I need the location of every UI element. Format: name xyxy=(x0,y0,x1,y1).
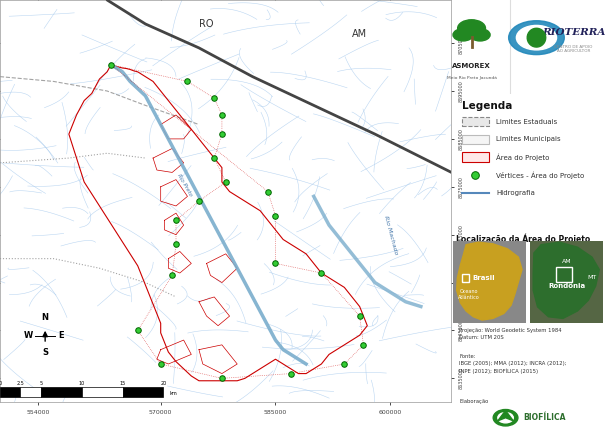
Bar xyxy=(462,152,488,162)
Text: Localização da Área do Projeto: Localização da Área do Projeto xyxy=(456,234,590,244)
Circle shape xyxy=(508,21,564,55)
Text: N: N xyxy=(42,313,48,322)
Text: Hidrografia: Hidrografia xyxy=(496,190,535,196)
Text: Rio Machado: Rio Machado xyxy=(382,214,398,255)
Text: Área do Projeto: Área do Projeto xyxy=(496,153,550,161)
Text: Vértices - Área do Projeto: Vértices - Área do Projeto xyxy=(496,171,585,179)
Polygon shape xyxy=(527,28,546,47)
Text: Legenda: Legenda xyxy=(462,101,513,111)
Circle shape xyxy=(516,25,556,50)
Text: RIOTERRA: RIOTERRA xyxy=(542,28,605,38)
Circle shape xyxy=(470,29,490,41)
Bar xyxy=(462,117,488,126)
Bar xyxy=(462,134,488,144)
Polygon shape xyxy=(498,410,513,421)
Circle shape xyxy=(493,410,518,426)
Text: ASMOREX: ASMOREX xyxy=(452,63,491,69)
Circle shape xyxy=(453,29,473,41)
Text: BIOFÍLICA: BIOFÍLICA xyxy=(523,413,565,422)
Text: Elaboração: Elaboração xyxy=(459,399,488,404)
Text: Limites Municipais: Limites Municipais xyxy=(496,137,561,143)
Text: AM: AM xyxy=(352,29,367,39)
Text: E: E xyxy=(58,331,64,340)
Circle shape xyxy=(458,20,485,37)
Text: W: W xyxy=(23,331,33,340)
Text: Rio Preto: Rio Preto xyxy=(176,173,193,197)
Text: Limites Estaduais: Limites Estaduais xyxy=(496,119,558,125)
Text: Fonte:
IBGE (2005); MMA (2012); INCRA (2012);
INPE (2012); BIOFÍLICA (2015): Fonte: IBGE (2005); MMA (2012); INCRA (2… xyxy=(459,354,567,374)
Circle shape xyxy=(498,413,513,423)
Text: CENTRO DE APOIO
AO AGRICULTOR: CENTRO DE APOIO AO AGRICULTOR xyxy=(554,45,593,54)
Text: Meio Rio Preto Jacundá: Meio Rio Preto Jacundá xyxy=(447,76,496,80)
Text: Projeção: World Geodetic System 1984
Datum: UTM 20S: Projeção: World Geodetic System 1984 Dat… xyxy=(459,328,562,340)
Text: RO: RO xyxy=(199,19,214,29)
Text: S: S xyxy=(42,348,48,357)
